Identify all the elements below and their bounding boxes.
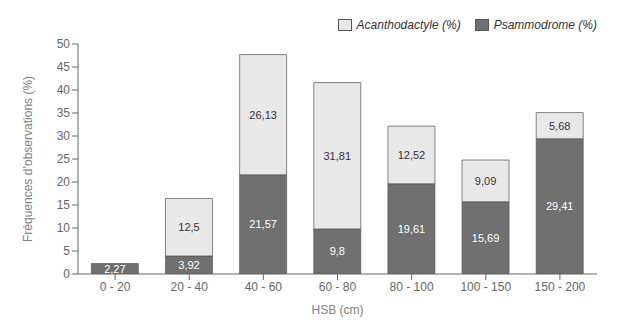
svg-text:19,61: 19,61 <box>398 223 426 235</box>
svg-text:35: 35 <box>57 106 71 120</box>
svg-text:80 - 100: 80 - 100 <box>390 280 434 294</box>
svg-text:15: 15 <box>57 198 71 212</box>
svg-text:60 - 80: 60 - 80 <box>319 280 357 294</box>
svg-text:21,57: 21,57 <box>249 218 277 230</box>
svg-text:50: 50 <box>57 37 71 51</box>
svg-text:26,13: 26,13 <box>249 109 277 121</box>
svg-text:0 - 20: 0 - 20 <box>100 280 131 294</box>
svg-text:15,69: 15,69 <box>472 232 500 244</box>
svg-text:45: 45 <box>57 60 71 74</box>
svg-text:HSB (cm): HSB (cm) <box>312 303 364 317</box>
html-text:Acanthodactyle (%): Acanthodactyle (%) <box>356 18 461 32</box>
svg-text:20: 20 <box>57 175 71 189</box>
svg-text:5,68: 5,68 <box>549 120 570 132</box>
html-text:Psammodrome (%): Psammodrome (%) <box>493 18 597 32</box>
svg-text:12,52: 12,52 <box>398 149 426 161</box>
svg-text:25: 25 <box>57 152 71 166</box>
svg-text:2,27: 2,27 <box>104 263 125 275</box>
svg-text:3,92: 3,92 <box>178 259 199 271</box>
svg-text:9,8: 9,8 <box>330 245 345 257</box>
svg-text:9,09: 9,09 <box>475 175 496 187</box>
svg-text:40 - 60: 40 - 60 <box>245 280 283 294</box>
svg-text:10: 10 <box>57 221 71 235</box>
svg-text:29,41: 29,41 <box>546 200 574 212</box>
svg-text:31,81: 31,81 <box>324 150 352 162</box>
svg-text:150 - 200: 150 - 200 <box>535 280 586 294</box>
svg-text:5: 5 <box>63 244 70 258</box>
svg-text:30: 30 <box>57 129 71 143</box>
svg-text:40: 40 <box>57 83 71 97</box>
svg-text:12,5: 12,5 <box>178 221 199 233</box>
svg-text:0: 0 <box>63 267 70 281</box>
svg-text:20 - 40: 20 - 40 <box>171 280 209 294</box>
svg-text:100 - 150: 100 - 150 <box>460 280 511 294</box>
svg-text:Fréquences d’observations (%): Fréquences d’observations (%) <box>21 76 35 242</box>
